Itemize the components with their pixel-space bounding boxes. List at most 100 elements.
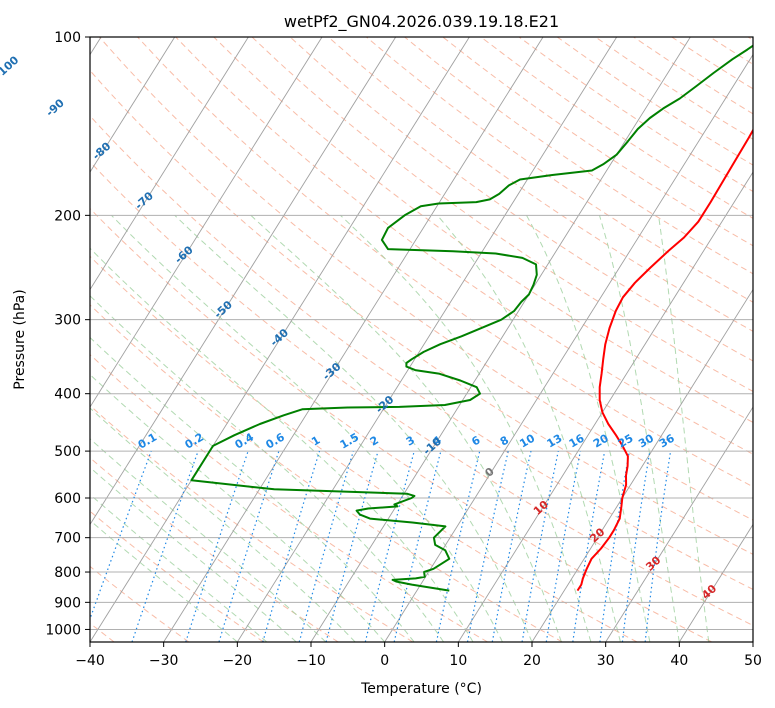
mixing-ratio-line [644,451,672,642]
x-tick-label: −10 [296,653,326,669]
mixing-ratio-line [185,450,249,642]
x-tick-label: 40 [670,653,688,669]
y-tick-label: 300 [54,313,81,329]
isotherm-line [678,523,753,642]
dry-adiabat [90,510,264,642]
dry-adiabat [98,37,753,521]
x-tick-label: 10 [449,653,467,669]
dry-adiabat [556,37,753,166]
isotherm-line [90,37,323,408]
x-tick-label: 0 [380,653,389,669]
dewpoint-profile [190,44,753,592]
dry-adiabat [90,69,753,555]
x-tick-label: 50 [744,653,762,669]
x-tick-label: −20 [223,653,253,669]
isotherm-label: -30 [320,360,344,383]
mixing-ratio-label: 30 [636,431,656,450]
mixing-ratio-line [364,450,415,642]
isotherm-label: -20 [373,393,397,416]
isotherm-label: -80 [90,139,114,162]
moist-adiabat [658,215,710,642]
sounding-profiles [190,44,753,592]
y-tick-label: 100 [54,30,81,46]
x-tick-label: 30 [597,653,615,669]
mixing-ratio-line [621,451,651,642]
moist-adiabat [90,247,474,642]
moist-adiabat [90,519,238,642]
mixing-ratio-line [572,450,606,642]
moist-adiabat [90,438,327,642]
moist-adiabat [437,214,621,642]
y-tick-label: 400 [54,387,81,403]
y-tick-label: 700 [54,531,81,547]
y-tick-label: 1000 [45,622,81,638]
mixing-ratio-line [521,450,559,642]
isotherm-line [90,37,397,526]
dry-adiabat [213,37,753,423]
y-tick-label: 900 [54,595,81,611]
dry-adiabat [90,304,563,642]
dry-adiabat [671,37,753,90]
y-tick-label: 600 [54,491,81,507]
moist-adiabat [90,295,445,642]
dry-adiabat [90,161,753,627]
dry-adiabat [90,255,638,642]
isotherm-line [90,37,249,291]
dry-adiabat [90,353,488,642]
moist-adiabat [599,215,680,642]
y-axis-label: Pressure (hPa) [12,289,28,389]
mixing-ratio-label: 10 [517,431,537,450]
mixing-ratio-label: 2 [368,434,381,449]
mixing-ratio-label: 1 [309,434,322,449]
isotherm-line [236,37,618,642]
mixing-ratio-line [298,450,354,642]
dry-adiabat [633,37,753,115]
moist-adiabat [90,493,268,642]
mixing-ratio-line [491,450,532,642]
mixing-ratio-label: 0.6 [263,430,287,451]
isotherm-label: -50 [212,298,236,321]
isotherm-label: -90 [43,96,67,119]
dry-adiabat [251,37,753,392]
mixing-ratio-line [262,450,321,642]
moist-adiabat [90,373,386,642]
mixing-ratio-label: 3 [404,434,417,449]
dry-adiabat [90,115,753,590]
dry-adiabat [327,37,753,332]
mixing-ratio-label: 0.2 [183,431,206,452]
x-tick-label: −40 [75,653,105,669]
dry-adiabat [595,37,753,140]
mixing-ratio-label: 36 [657,431,677,450]
skewt-background-lines [90,37,753,642]
isotherm-line [90,37,176,173]
isotherm-line [384,53,753,642]
y-tick-label: 500 [54,444,81,460]
dry-adiabat [137,37,753,488]
moist-adiabat [340,214,592,642]
mixing-ratio-line [393,450,442,642]
isotherm-line [310,37,691,642]
y-tick-label: 200 [54,208,81,224]
dry-adiabat [90,207,712,642]
dry-adiabat [90,565,190,642]
isotherm-line [531,288,753,642]
mixing-ratio-label: 16 [567,431,587,450]
mixing-ratio-line [599,451,630,642]
isotherm-label: -40 [268,326,292,349]
isotherm-line [752,641,753,642]
dry-adiabat [709,37,753,65]
x-axis-label: Temperature (°C) [360,681,482,697]
y-tick-label: 800 [54,565,81,581]
moist-adiabat [90,466,297,642]
moist-adiabat [111,214,503,642]
dry-adiabat [289,37,753,362]
mixing-ratio-label: 1.5 [338,431,361,452]
dry-adiabat [404,37,753,275]
moist-adiabat [174,214,533,642]
axes: −40 −30 −20 −10 0 10 20 30 40 50 100 200 300 400 500 60… [45,30,762,669]
x-tick-label: 20 [523,653,541,669]
x-tick-label: −30 [149,653,179,669]
dry-adiabat [747,37,753,41]
plot-frame [89,36,754,643]
